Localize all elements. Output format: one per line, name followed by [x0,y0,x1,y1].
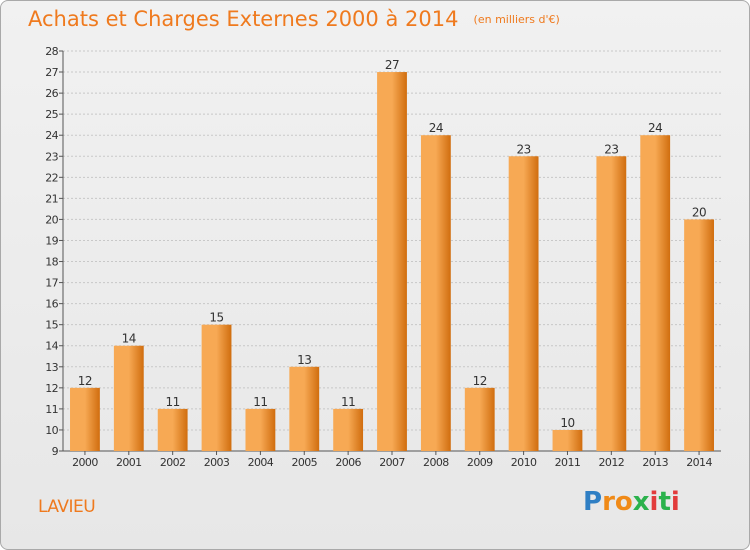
bar [596,156,627,451]
bar-value-label: 14 [122,332,136,346]
y-tick-label: 12 [45,382,58,395]
bar-value-label: 11 [253,395,267,409]
bar [640,135,671,452]
bar [420,135,451,452]
bar [684,219,714,451]
logo-letter: x [632,487,650,517]
logo-letter: t [658,487,671,517]
bar-value-label: 13 [297,353,311,367]
y-tick-label: 25 [45,108,58,121]
bar [113,345,144,451]
x-tick-label: 2005 [291,456,317,469]
bar-value-label: 11 [166,395,180,409]
logo-letter: r [602,487,615,517]
x-tick-label: 2009 [467,456,493,469]
x-tick-label: 2000 [72,456,98,469]
bar-value-label: 10 [560,416,574,430]
x-tick-label: 2014 [686,456,712,469]
y-tick-label: 14 [45,340,58,353]
y-tick-label: 15 [45,319,58,332]
x-tick-label: 2006 [335,456,361,469]
bar [333,408,364,451]
y-tick-label: 17 [45,277,58,290]
y-tick-label: 24 [45,129,58,142]
labels: 9 10 11 12 13 14 15 16 17 18 19 20 21 22 23 24 25 26 27 28 1… [45,45,713,469]
logo-letter: o [614,487,633,517]
y-tick-label: 16 [45,298,58,311]
bar [377,72,407,451]
logo-letter: i [649,487,659,517]
y-tick-label: 21 [45,192,58,205]
y-tick-label: 23 [45,150,58,163]
x-tick-label: 2003 [204,456,230,469]
chart-title: Achats et Charges Externes 2000 à 2014 [28,7,459,31]
x-tick-label: 2010 [511,456,537,469]
y-tick-label: 11 [45,403,58,416]
y-tick-label: 27 [45,66,58,79]
bars [70,72,714,452]
y-tick-label: 19 [45,234,58,247]
bar [508,156,539,451]
bar [70,387,100,451]
bar [552,429,583,451]
x-tick-label: 2004 [248,456,274,469]
x-tick-label: 2001 [116,456,142,469]
y-tick-label: 26 [45,87,58,100]
bar-value-label: 20 [692,205,706,219]
y-tick-label: 28 [45,45,58,58]
bar [157,408,188,451]
bar-value-label: 24 [648,121,662,135]
bar-value-label: 23 [516,142,530,156]
y-tick-label: 18 [45,256,58,269]
bar-value-label: 12 [78,374,92,388]
x-tick-label: 2011 [555,456,581,469]
logo-letter: P [583,487,603,517]
y-tick-label: 20 [45,213,58,226]
bar-value-label: 23 [604,142,618,156]
x-tick-label: 2013 [642,456,668,469]
bar-value-label: 12 [473,374,487,388]
logo-letter: i [670,487,680,517]
y-tick-label: 10 [45,424,58,437]
bar [464,387,495,451]
x-tick-label: 2002 [160,456,186,469]
x-tick-label: 2007 [379,456,405,469]
bar [289,366,320,451]
bar-value-label: 11 [341,395,355,409]
x-tick-label: 2008 [423,456,449,469]
y-tick-label: 9 [52,445,59,458]
bar [201,324,232,451]
title-row: Achats et Charges Externes 2000 à 2014 (… [28,7,560,31]
y-tick-label: 13 [45,361,58,374]
bar-value-label: 15 [209,311,223,325]
y-tick-label: 22 [45,171,58,184]
proxiti-logo: Proxiti [583,487,680,517]
bar [245,408,276,451]
chart-subtitle: (en milliers d'€) [473,13,560,26]
bar-value-label: 24 [429,121,443,135]
commune-name: LAVIEU [38,497,96,517]
x-tick-label: 2012 [599,456,625,469]
bar-value-label: 27 [385,58,399,72]
